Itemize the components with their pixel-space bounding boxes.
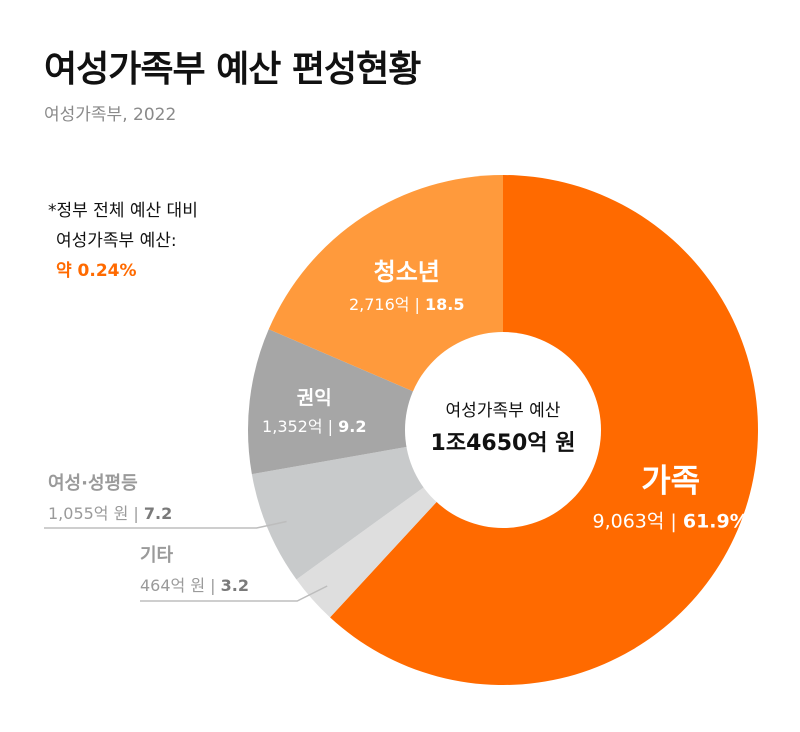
chart-title: 여성가족부 예산 편성현황	[44, 49, 421, 90]
label-value-other: 464억 원 | 3.2	[140, 576, 249, 595]
donut-hole	[405, 332, 601, 528]
center-label: 여성가족부 예산	[446, 401, 561, 421]
note-line-2: 여성가족부 예산:	[56, 231, 177, 251]
label-value-youth: 2,716억 | 18.5	[349, 295, 465, 314]
note-line-1: *정부 전체 예산 대비	[48, 201, 198, 221]
budget-share-note: *정부 전체 예산 대비 여성가족부 예산: 약 0.24%	[48, 196, 198, 286]
label-value-gender: 1,055억 원 | 7.2	[48, 504, 172, 523]
leader-lines	[44, 520, 328, 602]
label-name-family: 가족	[641, 462, 700, 500]
leader-line-gender	[44, 520, 287, 529]
chart-subtitle: 여성가족부, 2022	[44, 105, 177, 125]
center-value: 1조4650억 원	[431, 431, 576, 456]
label-name-youth: 청소년	[374, 258, 440, 286]
label-value-family: 9,063억 | 61.9%	[593, 511, 749, 533]
label-value-rights: 1,352억 | 9.2	[262, 417, 366, 436]
label-name-gender: 여성·성평등	[48, 473, 138, 494]
leader-line-other	[140, 585, 328, 602]
note-highlight: 약 0.24%	[56, 261, 137, 281]
label-name-other: 기타	[140, 545, 174, 566]
label-name-rights: 권익	[297, 387, 332, 409]
slice-labels: 가족 9,063억 | 61.9% 청소년 2,716억 | 18.5 권익 1,352억…	[48, 258, 749, 595]
